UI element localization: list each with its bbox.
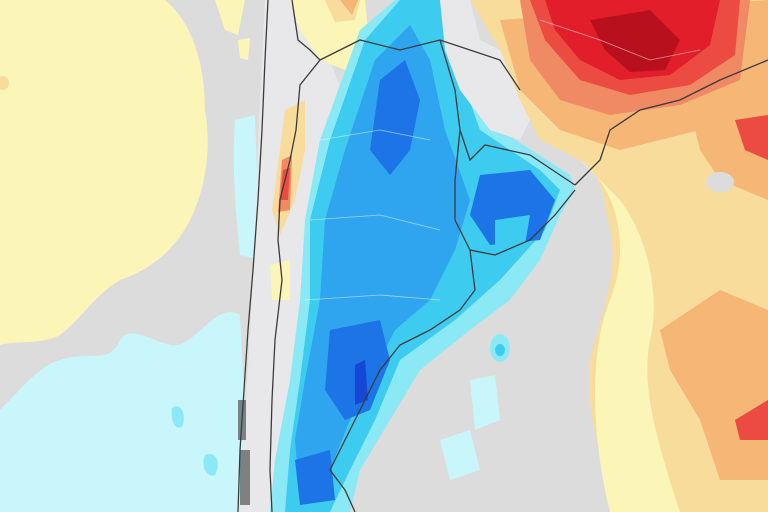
chile-fjords <box>238 400 250 505</box>
pacific-cold-region <box>0 312 250 512</box>
andes-land <box>240 0 345 512</box>
province-borders <box>304 19 701 301</box>
pacific-warm-region <box>0 0 208 345</box>
